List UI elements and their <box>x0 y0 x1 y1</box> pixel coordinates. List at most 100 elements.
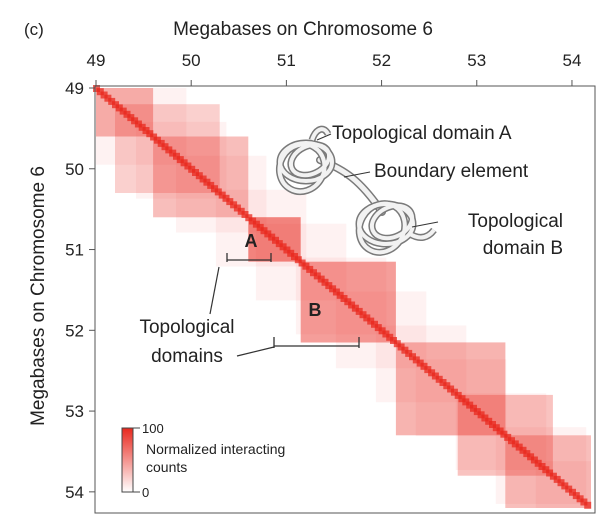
heatmap-diagonal-cell <box>321 278 329 286</box>
topological-domains-line1: Topological <box>139 317 234 338</box>
domain-b-coil <box>355 200 437 256</box>
heatmap-diagonal-cell <box>378 327 386 335</box>
pointer-domain-a <box>316 133 332 141</box>
x-tick-label: 51 <box>277 51 296 70</box>
heatmap-diagonal-cell <box>393 340 401 348</box>
heatmap-diagonal-cell <box>546 469 554 477</box>
heatmap-diagonal-cell <box>100 91 108 99</box>
domain-b-label: B <box>309 300 322 320</box>
heatmap-diagonal-cell <box>401 346 409 354</box>
heatmap-diagonal-cell <box>207 181 215 189</box>
heatmap-diagonal-cell <box>294 256 302 264</box>
heatmap-diagonal-cell <box>112 101 119 109</box>
x-axis-title: Megabases on Chromosome 6 <box>173 19 433 40</box>
heatmap-diagonal-cell <box>161 143 169 151</box>
heatmap-diagonal-cell <box>313 272 321 280</box>
heatmap-diagonal-cell <box>134 120 142 128</box>
heatmap-diagonal-cell <box>230 201 238 209</box>
y-tick-label: 52 <box>65 321 84 340</box>
diagram-boundary-label: Boundary element <box>374 161 529 182</box>
x-tick-label: 54 <box>563 51 582 70</box>
heatmap-diagonal-cell <box>336 291 344 299</box>
heatmap-diagonal-cell <box>150 133 158 141</box>
heatmap-diagonal-cell <box>367 317 375 325</box>
heatmap-diagonal-cell <box>397 343 405 351</box>
heatmap-diagonal-cell <box>180 159 188 167</box>
x-tick-label: 53 <box>467 51 486 70</box>
heatmap-diagonal-cell <box>329 285 337 293</box>
heatmap-diagonal-cell <box>454 391 462 399</box>
heatmap-diagonal-cell <box>211 185 218 193</box>
heatmap-diagonal-cell <box>405 349 413 357</box>
heatmap-diagonal-cell <box>542 466 550 474</box>
heatmap-diagonal-cell <box>527 453 535 461</box>
heatmap-diagonal-cell <box>138 123 146 131</box>
heatmap-diagonal-cell <box>302 262 310 270</box>
heatmap-diagonal-cell <box>176 156 184 164</box>
heatmap-diagonal-cell <box>146 130 154 138</box>
pointer-domain-b <box>411 221 439 228</box>
heatmap-diagonal-cell <box>409 353 416 361</box>
heatmap-diagonal-cell <box>557 479 565 487</box>
y-tick-label: 49 <box>65 79 84 98</box>
heatmap-diagonal-cell <box>332 288 340 296</box>
heatmap-diagonal-cell <box>569 488 576 496</box>
heatmap-diagonal-cell <box>572 492 580 500</box>
heatmap-diagonal-cell <box>428 369 436 377</box>
heatmap-diagonal-cell <box>169 149 177 157</box>
heatmap-diagonal-cell <box>222 194 230 202</box>
color-scale-caption-box: Normalized interacting counts <box>146 441 286 475</box>
heatmap-diagonal-cell <box>530 456 538 464</box>
heatmap-diagonal-cell <box>127 114 135 122</box>
heatmap-diagonal-cell <box>203 178 211 186</box>
heatmap-diagonal-cell <box>142 127 150 134</box>
heatmap-diagonal-cell <box>424 366 432 374</box>
heatmap-diagonal-cell <box>363 314 371 322</box>
heatmap-diagonal-cell <box>192 169 199 176</box>
heatmap-diagonal-cell <box>462 398 470 406</box>
heatmap-diagonal-cell <box>580 498 588 506</box>
heatmap-diagonal-cell <box>458 395 466 403</box>
heatmap-diagonal-cell <box>218 191 226 199</box>
heatmap-diagonal-cell <box>515 443 523 451</box>
heatmap-diagonal-cell <box>104 94 112 102</box>
heatmap-diagonal-cell <box>195 172 203 180</box>
pointer-boundary <box>343 171 371 178</box>
heatmap-diagonal-cell <box>226 198 234 206</box>
heatmap-diagonal-cell <box>245 214 253 222</box>
heatmap-diagonal-cell <box>439 379 447 386</box>
heatmap-diagonal-cell <box>481 414 489 422</box>
heatmap-diagonal-cell <box>576 495 584 503</box>
heatmap-diagonal-cell <box>188 165 196 173</box>
heatmap-diagonal-cell <box>108 97 116 105</box>
heatmap-diagonal-cell <box>96 88 104 96</box>
heatmap-diagonal-cell <box>233 204 241 212</box>
heatmap-diagonal-cell <box>371 320 378 328</box>
heatmap-diagonal-cell <box>344 298 352 306</box>
heatmap-diagonal-cell <box>119 107 127 115</box>
color-scale: 100 0 Normalized interacting counts <box>121 421 286 500</box>
heatmap <box>93 85 592 509</box>
y-tick-label: 53 <box>65 402 84 421</box>
heatmap-diagonal-cell <box>268 233 276 241</box>
y-axis: 49 50 51 52 53 54 <box>65 79 95 502</box>
heatmap-diagonal-cell <box>447 385 455 393</box>
heatmap-diagonal-cell <box>131 117 139 125</box>
heatmap-diagonal-cell <box>153 136 161 144</box>
heatmap-diagonal-cell <box>504 433 512 441</box>
heatmap-diagonal-cell <box>431 372 439 380</box>
heatmap-diagonal-cell <box>355 307 363 315</box>
heatmap-diagonal-cell <box>165 146 173 154</box>
heatmap-diagonal-cell <box>275 240 283 248</box>
y-tick-label: 50 <box>65 160 84 179</box>
topological-domains-line2: domains <box>151 346 223 367</box>
heatmap-diagonal-cell <box>241 211 249 218</box>
color-scale-caption: Normalized interacting counts <box>146 441 286 475</box>
heatmap-diagonal-cell <box>386 333 394 341</box>
color-scale-max: 100 <box>142 421 164 436</box>
heatmap-diagonal-cell <box>549 472 557 480</box>
heatmap-diagonal-cell <box>287 249 295 257</box>
heatmap-diagonal-cell <box>466 401 474 409</box>
x-axis: 49 50 51 52 53 54 <box>87 51 582 86</box>
